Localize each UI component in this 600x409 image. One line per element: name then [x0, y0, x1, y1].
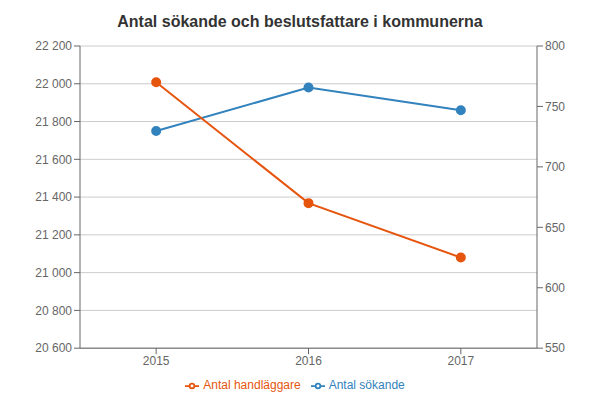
svg-text:21 200: 21 200: [35, 228, 72, 242]
svg-text:21 000: 21 000: [35, 266, 72, 280]
svg-text:21 400: 21 400: [35, 190, 72, 204]
svg-text:800: 800: [545, 39, 565, 53]
svg-text:550: 550: [545, 341, 565, 355]
svg-text:750: 750: [545, 100, 565, 114]
svg-text:20 600: 20 600: [35, 341, 72, 355]
svg-text:600: 600: [545, 281, 565, 295]
svg-text:20 800: 20 800: [35, 304, 72, 318]
svg-text:2015: 2015: [143, 354, 170, 368]
html-text:Antal handläggare: Antal handläggare: [203, 378, 301, 393]
html-text:Antal sökande: Antal sökande: [328, 378, 405, 393]
svg-text:650: 650: [545, 221, 565, 235]
svg-text:2016: 2016: [295, 354, 322, 368]
svg-text:2017: 2017: [447, 354, 474, 368]
svg-text:21 800: 21 800: [35, 115, 72, 129]
svg-text:22 000: 22 000: [35, 77, 72, 91]
svg-text:700: 700: [545, 160, 565, 174]
svg-text:22 200: 22 200: [35, 39, 72, 53]
svg-text:21 600: 21 600: [35, 153, 72, 167]
html-text:Antal sökande och beslutsfatta: Antal sökande och beslutsfattare i kommu…: [117, 13, 483, 30]
